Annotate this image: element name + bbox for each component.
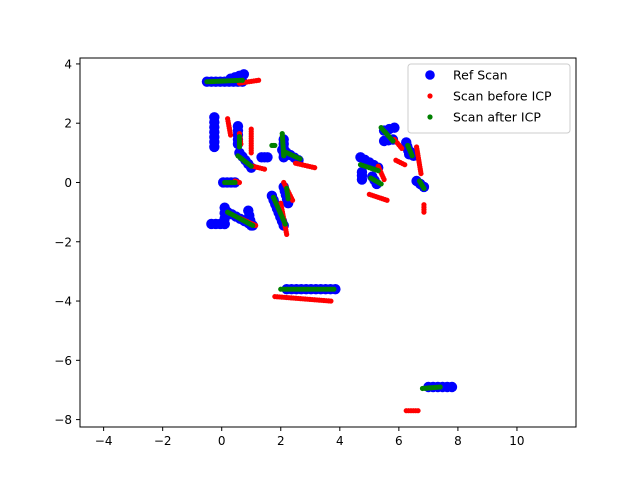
- data-points-layer: [201, 69, 458, 414]
- data-point: [356, 174, 368, 185]
- data-point: [219, 218, 230, 230]
- legend-label-1: Scan before ICP: [453, 89, 552, 104]
- legend-box: [407, 63, 571, 134]
- data-point: [236, 179, 243, 186]
- data-point: [272, 142, 278, 149]
- data-point: [331, 286, 337, 292]
- data-point: [248, 150, 254, 156]
- y-tick-label: 0: [64, 176, 72, 190]
- x-tick-label: 4: [336, 434, 344, 448]
- data-point: [256, 77, 262, 83]
- x-tick-label: 0: [218, 434, 226, 448]
- legend-label-2: Scan after ICP: [453, 110, 541, 125]
- data-point: [261, 166, 268, 172]
- y-tick-label: −6: [54, 354, 72, 368]
- data-point: [227, 132, 234, 138]
- y-tick-label: −2: [54, 235, 72, 249]
- x-tick-label: −2: [154, 434, 172, 448]
- x-tick-label: 8: [454, 434, 462, 448]
- data-point: [289, 197, 296, 203]
- data-point: [282, 221, 288, 227]
- x-tick-label: 2: [277, 434, 285, 448]
- data-point: [378, 181, 384, 187]
- data-point: [232, 179, 238, 186]
- data-point: [285, 196, 291, 202]
- data-point: [297, 156, 303, 162]
- axes-layer: −4 −2 0 2 4 6 8 10 −8 −6 −4 −2 0 2 4: [54, 57, 577, 448]
- data-point: [239, 77, 245, 83]
- data-point: [250, 222, 256, 229]
- data-point: [390, 138, 396, 144]
- data-point: [421, 185, 427, 192]
- x-tick-label: 10: [509, 434, 524, 448]
- data-point: [384, 197, 390, 203]
- data-point: [437, 384, 443, 390]
- data-point: [415, 408, 421, 414]
- legend-label-0: Ref Scan: [453, 68, 508, 83]
- data-point: [421, 209, 427, 215]
- data-point: [262, 152, 273, 163]
- data-point: [381, 176, 387, 183]
- data-point: [209, 141, 220, 153]
- y-tick-label: −8: [54, 413, 72, 427]
- data-point: [312, 165, 318, 171]
- data-point: [402, 162, 408, 168]
- axes-frame: [79, 57, 577, 428]
- data-point: [399, 145, 405, 151]
- y-tick-label: 4: [64, 57, 72, 71]
- data-point: [409, 153, 415, 159]
- data-point: [248, 163, 254, 169]
- data-point: [389, 122, 400, 133]
- y-tick-label: 2: [64, 117, 72, 131]
- legend-marker-0: [425, 70, 435, 80]
- x-tick-label: −4: [95, 434, 113, 448]
- data-point: [375, 168, 381, 174]
- x-tick-label: 6: [395, 434, 403, 448]
- data-point: [236, 144, 243, 150]
- legend: Ref Scan Scan before ICP Scan after ICP: [407, 63, 571, 134]
- data-point: [446, 381, 458, 393]
- data-point: [238, 69, 250, 80]
- data-point: [284, 231, 290, 237]
- y-tick-label: −4: [54, 295, 72, 309]
- data-point: [328, 298, 334, 304]
- series-2: [204, 77, 443, 392]
- legend-marker-2: [427, 114, 433, 120]
- data-point: [418, 170, 424, 177]
- legend-marker-1: [427, 93, 433, 99]
